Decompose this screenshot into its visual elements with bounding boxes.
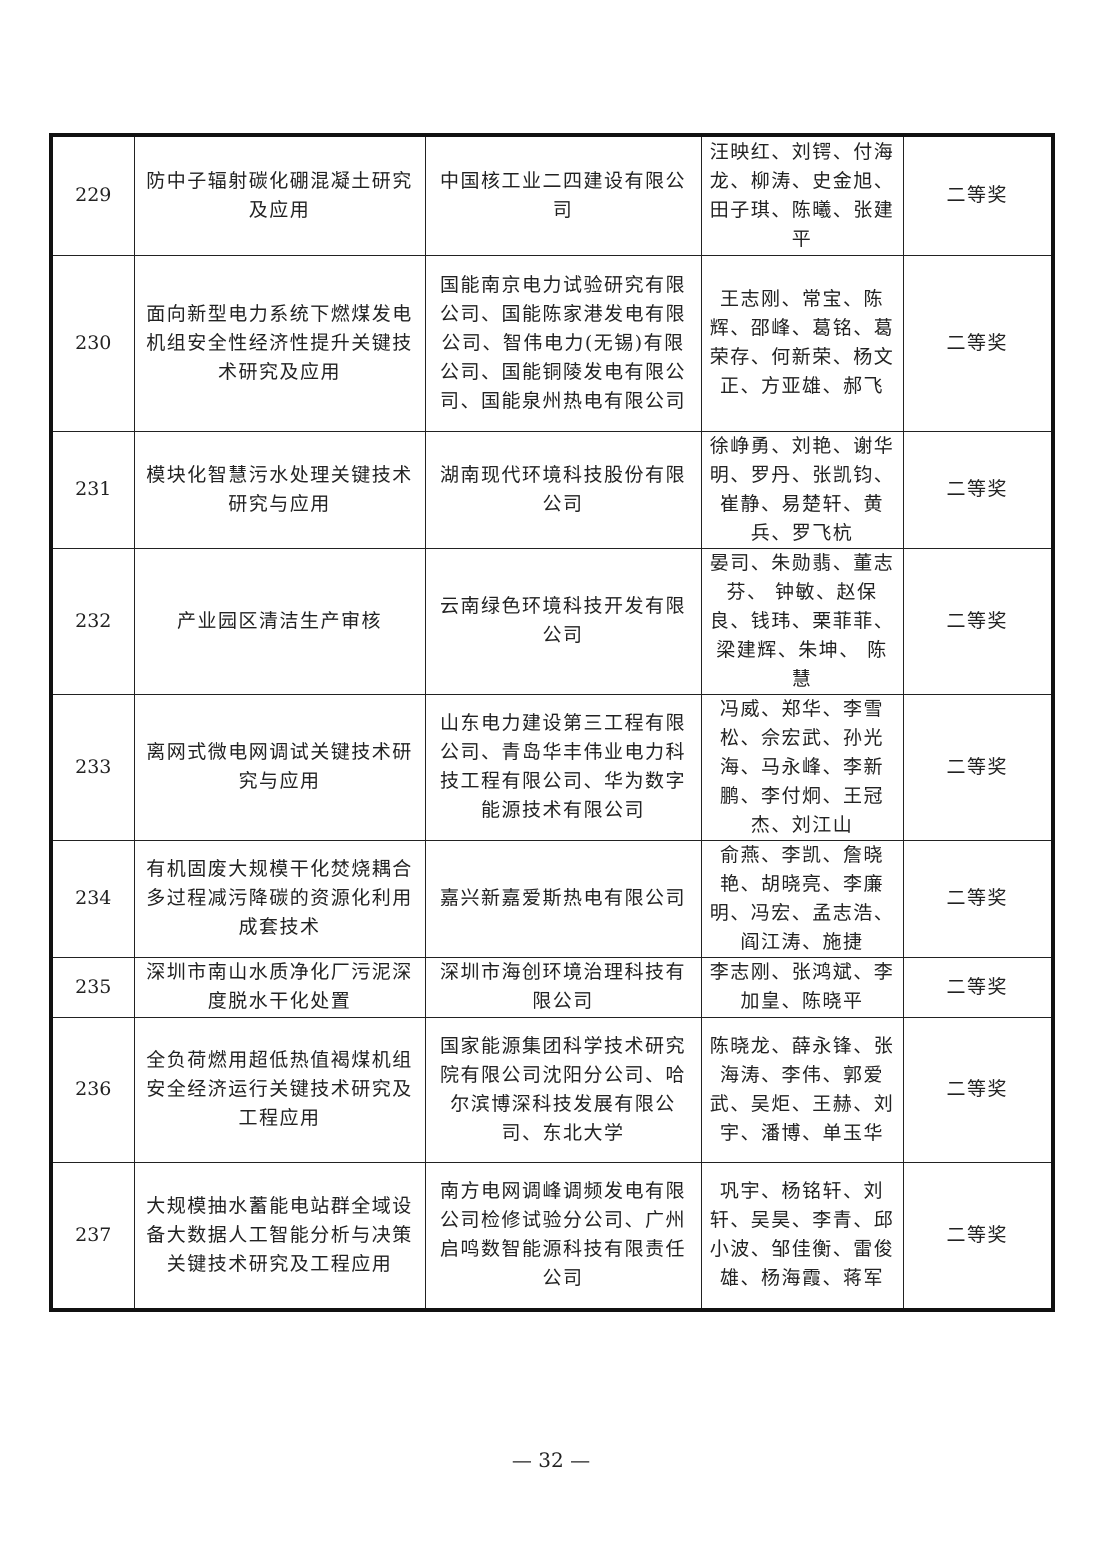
organization: 国家能源集团科学技术研究院有限公司沈阳分公司、哈尔滨博深科技发展有限公司、东北大… — [424, 1016, 702, 1163]
table-row: 236 全负荷燃用超低热值褐煤机组安全经济运行关键技术研究及工程应用 国家能源集团科… — [50, 1016, 1054, 1163]
organization: 云南绿色环境科技开发有限公司 — [424, 547, 702, 695]
table-row: 230 面向新型电力系统下燃煤发电机组安全性经济性提升关键技术研究及应用 国能南京电… — [50, 254, 1054, 432]
award-level: 二等奖 — [902, 134, 1054, 256]
row-number: 232 — [50, 547, 135, 695]
award-level: 二等奖 — [902, 430, 1054, 549]
table-row: 234 有机固废大规模干化焚烧耦合多过程减污降碳的资源化利用成套技术 嘉兴新嘉爱斯热… — [50, 839, 1054, 958]
award-level: 二等奖 — [902, 1016, 1054, 1163]
table-row: 235 深圳市南山水质净化厂污泥深度脱水干化处置 深圳市海创环境治理科技有限公司 李志… — [50, 956, 1054, 1018]
project-name: 面向新型电力系统下燃煤发电机组安全性经济性提升关键技术研究及应用 — [133, 254, 426, 432]
row-number: 231 — [50, 430, 135, 549]
table-row: 232 产业园区清洁生产审核 云南绿色环境科技开发有限公司 晏司、朱勋翡、董志芬、 钟… — [50, 547, 1054, 695]
participants: 汪映红、刘锷、付海龙、柳涛、史金旭、田子琪、陈曦、张建平 — [700, 134, 904, 256]
organization: 深圳市海创环境治理科技有限公司 — [424, 956, 702, 1018]
participants: 俞燕、李凯、詹晓艳、胡晓亮、李廉明、冯宏、孟志浩、阎江涛、施捷 — [700, 839, 904, 958]
project-name: 有机固废大规模干化焚烧耦合多过程减污降碳的资源化利用成套技术 — [133, 839, 426, 958]
table-row: 233 离网式微电网调试关键技术研究与应用 山东电力建设第三工程有限公司、青岛华丰伟… — [50, 693, 1054, 841]
awards-table: 229 防中子辐射碳化硼混凝土研究及应用 中国核工业二四建设有限公司 汪映红、刘锷、付… — [49, 133, 1055, 1312]
row-number: 229 — [50, 134, 135, 256]
row-number: 234 — [50, 839, 135, 958]
participants: 冯威、郑华、李雪松、佘宏武、孙光海、马永峰、李新鹏、李付炯、王冠杰、刘江山 — [700, 693, 904, 841]
page-number: — 32 — — [511, 1448, 591, 1472]
award-level: 二等奖 — [902, 254, 1054, 432]
award-level: 二等奖 — [902, 547, 1054, 695]
award-level: 二等奖 — [902, 956, 1054, 1018]
project-name: 全负荷燃用超低热值褐煤机组安全经济运行关键技术研究及工程应用 — [133, 1016, 426, 1163]
table-row: 231 模块化智慧污水处理关键技术研究与应用 湖南现代环境科技股份有限公司 徐峥勇、刘… — [50, 430, 1054, 549]
organization: 国能南京电力试验研究有限公司、国能陈家港发电有限公司、智伟电力(无锡)有限公司、… — [424, 254, 702, 432]
award-level: 二等奖 — [902, 693, 1054, 841]
organization: 中国核工业二四建设有限公司 — [424, 134, 702, 256]
project-name: 大规模抽水蓄能电站群全域设备大数据人工智能分析与决策关键技术研究及工程应用 — [133, 1161, 426, 1311]
participants: 李志刚、张鸿斌、李加皇、陈晓平 — [700, 956, 904, 1018]
participants: 巩宇、杨铭轩、刘轩、吴昊、李青、邱小波、邹佳衡、雷俊雄、杨海霞、蒋军 — [700, 1161, 904, 1311]
project-name: 产业园区清洁生产审核 — [133, 547, 426, 695]
organization: 南方电网调峰调频发电有限公司检修试验分公司、广州启鸣数智能源科技有限责任公司 — [424, 1161, 702, 1311]
project-name: 防中子辐射碳化硼混凝土研究及应用 — [133, 134, 426, 256]
row-number: 230 — [50, 254, 135, 432]
project-name: 模块化智慧污水处理关键技术研究与应用 — [133, 430, 426, 549]
row-number: 237 — [50, 1161, 135, 1311]
table-row: 237 大规模抽水蓄能电站群全域设备大数据人工智能分析与决策关键技术研究及工程应用… — [50, 1161, 1054, 1311]
organization: 山东电力建设第三工程有限公司、青岛华丰伟业电力科技工程有限公司、华为数字能源技术… — [424, 693, 702, 841]
row-number: 235 — [50, 956, 135, 1018]
project-name: 深圳市南山水质净化厂污泥深度脱水干化处置 — [133, 956, 426, 1018]
row-number: 233 — [50, 693, 135, 841]
row-number: 236 — [50, 1016, 135, 1163]
award-level: 二等奖 — [902, 1161, 1054, 1311]
participants: 王志刚、常宝、陈辉、邵峰、葛铭、葛荣存、何新荣、杨文正、方亚雄、郝飞 — [700, 254, 904, 432]
participants: 陈晓龙、薛永锋、张海涛、李伟、郭爱武、吴炬、王赫、刘宇、潘博、单玉华 — [700, 1016, 904, 1163]
organization: 嘉兴新嘉爱斯热电有限公司 — [424, 839, 702, 958]
project-name: 离网式微电网调试关键技术研究与应用 — [133, 693, 426, 841]
participants: 徐峥勇、刘艳、谢华明、罗丹、张凯钧、崔静、易楚轩、黄兵、罗飞杭 — [700, 430, 904, 549]
organization: 湖南现代环境科技股份有限公司 — [424, 430, 702, 549]
participants: 晏司、朱勋翡、董志芬、 钟敏、赵保良、钱玮、栗菲菲、梁建辉、朱坤、 陈慧 — [700, 547, 904, 695]
table-row: 229 防中子辐射碳化硼混凝土研究及应用 中国核工业二四建设有限公司 汪映红、刘锷、付… — [50, 134, 1054, 256]
award-level: 二等奖 — [902, 839, 1054, 958]
